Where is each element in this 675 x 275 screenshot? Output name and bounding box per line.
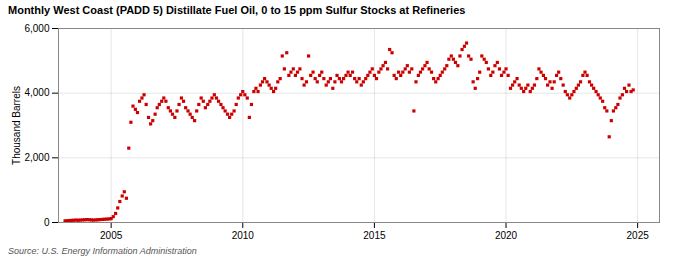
svg-text:2010: 2010 <box>232 230 255 241</box>
svg-text:2,000: 2,000 <box>24 152 49 163</box>
svg-text:6,000: 6,000 <box>24 23 49 34</box>
svg-text:2015: 2015 <box>363 230 386 241</box>
html-text:Monthly West Coast (PADD 5) Di: Monthly West Coast (PADD 5) Distillate F… <box>8 4 466 16</box>
svg-text:Thousand Barrels: Thousand Barrels <box>11 86 22 165</box>
svg-text:2025: 2025 <box>627 230 650 241</box>
svg-text:0: 0 <box>44 217 50 228</box>
svg-text:2005: 2005 <box>100 230 123 241</box>
html-text:Source: U.S. Energy Informatio: Source: U.S. Energy Information Administ… <box>8 246 197 256</box>
svg-text:4,000: 4,000 <box>24 87 49 98</box>
svg-text:2020: 2020 <box>495 230 518 241</box>
